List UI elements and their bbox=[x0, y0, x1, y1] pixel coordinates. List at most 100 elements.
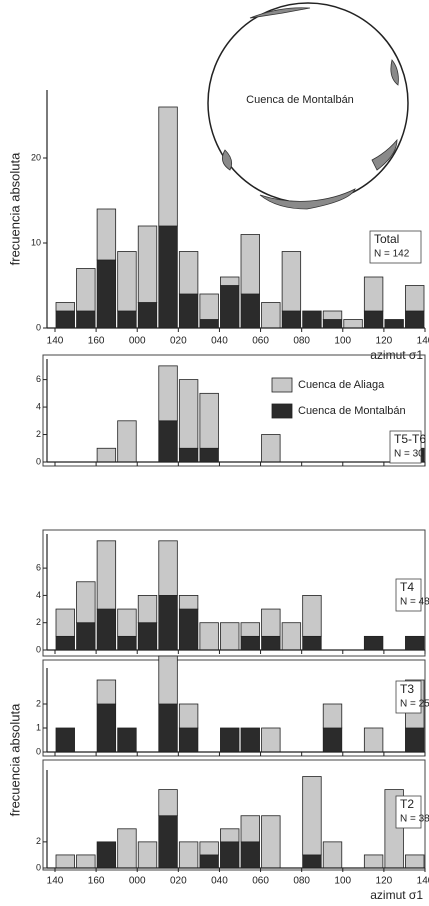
panel-label-box bbox=[395, 795, 422, 829]
bar-segment bbox=[96, 208, 117, 261]
stereonet bbox=[207, 2, 409, 210]
x-tick-label: 060 bbox=[252, 876, 269, 887]
y-tick-label: 0 bbox=[36, 456, 41, 466]
panel-label: T4 bbox=[400, 580, 414, 594]
bar-segment bbox=[55, 727, 75, 753]
bar-segment bbox=[96, 540, 117, 610]
bar-segment bbox=[261, 608, 281, 637]
bar-segment bbox=[117, 608, 137, 637]
bar-segment bbox=[199, 392, 219, 449]
y-tick-label: 1 bbox=[36, 722, 41, 732]
bar-segment bbox=[199, 622, 219, 651]
bar-segment bbox=[240, 234, 260, 295]
panel-frame bbox=[42, 354, 426, 467]
bar-segment bbox=[96, 259, 117, 329]
y-axis-label: frecuencia absoluta bbox=[7, 703, 22, 817]
bar-segment bbox=[220, 727, 240, 753]
bar-segment bbox=[302, 635, 322, 651]
stereonet-label: Cuenca de Montalbán bbox=[246, 94, 354, 106]
x-tick-label: 040 bbox=[211, 336, 228, 347]
bar-segment bbox=[96, 679, 117, 705]
bar-segment bbox=[117, 635, 137, 651]
bar-segment bbox=[137, 622, 158, 651]
bar-segment bbox=[178, 447, 199, 463]
bar-segment bbox=[302, 854, 322, 869]
x-tick-label: 080 bbox=[293, 336, 310, 347]
bar-segment bbox=[158, 106, 178, 227]
y-tick-label: 6 bbox=[36, 374, 41, 384]
x-tick-label: 160 bbox=[88, 336, 105, 347]
y-tick-label: 20 bbox=[31, 152, 41, 162]
bar-segment bbox=[117, 251, 137, 312]
x-tick-label: 100 bbox=[334, 336, 351, 347]
y-tick-label: 10 bbox=[31, 237, 41, 247]
bar-segment bbox=[137, 841, 158, 869]
y-tick-label: 0 bbox=[36, 322, 41, 332]
bar-segment bbox=[281, 310, 302, 329]
bar-segment bbox=[96, 703, 117, 753]
panel-label: T3 bbox=[400, 682, 414, 696]
x-tick-label: 060 bbox=[252, 336, 269, 347]
bar-segment bbox=[240, 293, 260, 329]
bar-segment bbox=[117, 420, 137, 463]
bar-segment bbox=[55, 635, 75, 651]
y-tick-label: 2 bbox=[36, 617, 41, 627]
bar-segment bbox=[220, 285, 240, 329]
bar-segment bbox=[322, 703, 343, 729]
bar-segment bbox=[261, 635, 281, 651]
bar-segment bbox=[363, 854, 384, 869]
bar-segment bbox=[178, 251, 199, 295]
bar-segment bbox=[178, 703, 199, 729]
bar-segment bbox=[55, 310, 75, 329]
bar-segment bbox=[76, 622, 96, 651]
legend-label: Cuenca de Aliaga bbox=[298, 379, 385, 391]
panel-label-box bbox=[395, 578, 422, 612]
bar-segment bbox=[220, 622, 240, 651]
bar-segment bbox=[158, 655, 178, 705]
bar-segment bbox=[405, 310, 425, 329]
bar-segment bbox=[178, 595, 199, 610]
x-tick-label: 160 bbox=[88, 876, 105, 887]
bar-segment bbox=[158, 540, 178, 596]
legend-swatch bbox=[271, 377, 293, 393]
bar-segment bbox=[261, 302, 281, 329]
bar-segment bbox=[199, 293, 219, 320]
legend-swatch bbox=[271, 403, 293, 419]
x-tick-label: 000 bbox=[129, 876, 146, 887]
bar-segment bbox=[137, 302, 158, 329]
panel-label: T5-T6 bbox=[394, 432, 426, 446]
bar-segment bbox=[302, 310, 322, 329]
bar-segment bbox=[158, 703, 178, 753]
y-tick-label: 0 bbox=[36, 862, 41, 872]
panel-frame bbox=[42, 759, 426, 871]
y-tick-label: 4 bbox=[36, 590, 41, 600]
bar-segment bbox=[199, 854, 219, 869]
bar-segment bbox=[158, 595, 178, 651]
bar-segment bbox=[363, 635, 384, 651]
panel-frame bbox=[42, 659, 426, 757]
y-tick-label: 0 bbox=[36, 644, 41, 654]
bar-segment bbox=[343, 319, 363, 329]
bar-segment bbox=[261, 434, 281, 463]
bar-segment bbox=[76, 581, 96, 624]
panel-label: T2 bbox=[400, 797, 414, 811]
panel-n: N = 30 bbox=[394, 449, 424, 460]
bar-segment bbox=[281, 622, 302, 651]
x-tick-label: 040 bbox=[211, 876, 228, 887]
bar-segment bbox=[76, 310, 96, 329]
bar-segment bbox=[261, 727, 281, 753]
x-tick-label: 080 bbox=[293, 876, 310, 887]
x-tick-label: 000 bbox=[129, 336, 146, 347]
bar-segment bbox=[178, 841, 199, 869]
bar-segment bbox=[96, 841, 117, 869]
bar-segment bbox=[322, 841, 343, 869]
bar-segment bbox=[302, 595, 322, 637]
bar-segment bbox=[117, 828, 137, 869]
panel-label-box bbox=[389, 430, 422, 464]
bar-segment bbox=[405, 285, 425, 312]
bar-segment bbox=[322, 319, 343, 329]
bar-segment bbox=[220, 828, 240, 843]
bar-segment bbox=[240, 635, 260, 651]
bar-segment bbox=[55, 854, 75, 869]
